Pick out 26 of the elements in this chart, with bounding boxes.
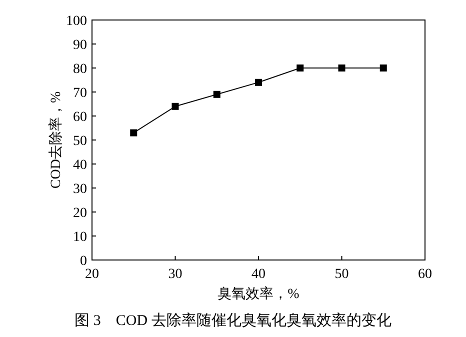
x-tick-label: 30 xyxy=(168,267,182,282)
y-tick-label: 70 xyxy=(73,86,87,101)
text: 图 3 COD 去除率随催化臭氧化臭氧效率的变化 xyxy=(74,312,392,329)
x-tick-label: 60 xyxy=(418,267,432,282)
y-tick-label: 90 xyxy=(73,38,87,53)
point xyxy=(338,64,346,72)
y-tick-label: 80 xyxy=(73,62,87,77)
point xyxy=(255,78,262,86)
point xyxy=(172,102,179,110)
x-tick-label: 50 xyxy=(334,267,349,282)
x-axis-title: 臭氧效率，% xyxy=(218,286,300,302)
y-tick-label: 30 xyxy=(73,182,87,197)
y-axis-title: COD去除率，% xyxy=(48,91,64,189)
y-tick-label: 0 xyxy=(80,254,87,269)
y-tick-label: 20 xyxy=(73,206,87,221)
y-tick-label: 40 xyxy=(73,158,87,173)
y-tick-label: 50 xyxy=(73,134,87,149)
point xyxy=(380,64,387,72)
point xyxy=(213,90,220,98)
x-tick-label: 20 xyxy=(85,267,99,282)
x-tick-label: 40 xyxy=(252,267,266,282)
point xyxy=(130,129,138,136)
point xyxy=(296,64,304,72)
y-tick-label: 60 xyxy=(73,110,87,125)
y-tick-label: 100 xyxy=(66,14,87,29)
y-tick-label: 10 xyxy=(73,230,87,245)
